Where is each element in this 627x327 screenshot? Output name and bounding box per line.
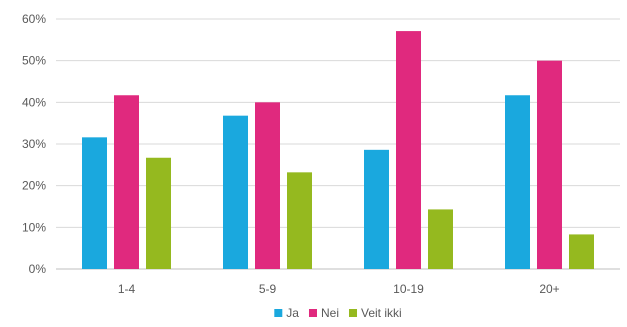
legend-item-veit-ikki: Veit ikki xyxy=(349,306,402,320)
bar-nei-1-4 xyxy=(114,95,139,269)
legend-label: Ja xyxy=(286,306,299,320)
bar-veit-ikki-10-19 xyxy=(428,209,453,269)
y-tick-label: 20% xyxy=(22,179,46,193)
gridlines xyxy=(56,18,620,270)
x-axis: 1-4 5-9 10-19 20+ xyxy=(118,282,560,296)
y-axis: 0% 10% 20% 30% 40% 50% 60% xyxy=(22,12,46,276)
x-tick-label: 5-9 xyxy=(259,282,277,296)
legend-item-nei: Nei xyxy=(308,306,339,320)
legend-swatch xyxy=(349,309,358,317)
legend-label: Nei xyxy=(321,306,339,320)
y-tick-label: 50% xyxy=(22,54,46,68)
bar-ja-20+ xyxy=(505,95,530,269)
bar-nei-5-9 xyxy=(255,102,280,269)
legend: Ja Nei Veit ikki xyxy=(274,306,402,320)
legend-label: Veit ikki xyxy=(361,306,402,320)
x-tick-label: 1-4 xyxy=(118,282,136,296)
y-tick-label: 30% xyxy=(22,137,46,151)
bar-ja-1-4 xyxy=(82,137,107,269)
y-tick-label: 60% xyxy=(22,12,46,26)
bar-veit-ikki-1-4 xyxy=(146,157,171,269)
legend-item-ja: Ja xyxy=(274,306,299,320)
bars xyxy=(82,31,594,270)
y-tick-label: 10% xyxy=(22,220,46,234)
y-tick-label: 40% xyxy=(22,95,46,109)
bar-nei-20+ xyxy=(537,60,562,269)
bar-veit-ikki-20+ xyxy=(569,234,594,269)
bar-veit-ikki-5-9 xyxy=(287,172,312,269)
bar-ja-10-19 xyxy=(364,149,389,269)
legend-swatch xyxy=(308,309,317,317)
bar-nei-10-19 xyxy=(396,31,421,270)
x-tick-label: 20+ xyxy=(539,282,559,296)
x-tick-label: 10-19 xyxy=(393,282,424,296)
y-tick-label: 0% xyxy=(29,262,47,276)
bar-ja-5-9 xyxy=(223,115,248,270)
legend-swatch xyxy=(274,309,283,317)
